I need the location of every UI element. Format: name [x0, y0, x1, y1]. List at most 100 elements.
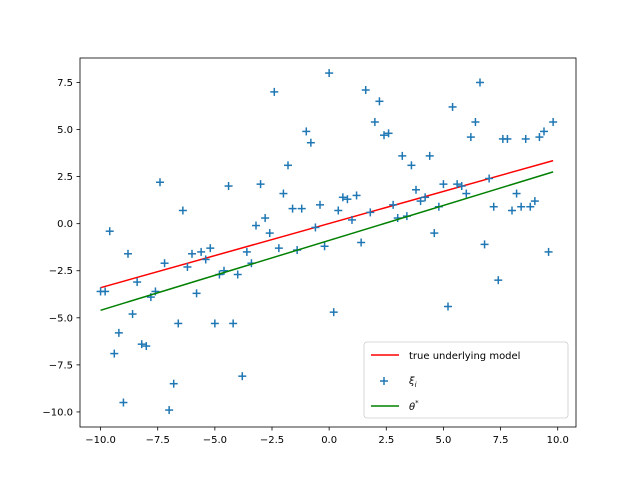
data-point: [210, 319, 219, 328]
data-point: [165, 406, 174, 415]
data-point: [489, 202, 498, 211]
data-point: [480, 240, 489, 249]
series-line-2: [100, 171, 554, 311]
data-point: [320, 242, 329, 251]
data-point: [398, 151, 407, 160]
legend-theta-label: θ*: [409, 399, 419, 413]
x-tick-label: 5.0: [435, 435, 451, 446]
data-point: [448, 102, 457, 111]
data-point: [526, 202, 535, 211]
x-tick-label: 10.0: [547, 435, 569, 446]
data-point: [201, 255, 210, 264]
legend: true underlying model ξi θ*: [363, 341, 569, 419]
data-point: [453, 180, 462, 189]
data-point: [375, 97, 384, 106]
data-point: [439, 180, 448, 189]
data-point: [334, 206, 343, 215]
data-point: [178, 206, 187, 215]
data-point: [156, 178, 164, 187]
y-axis-ticks: −10.0 −7.5 −5.0 −2.5 0.0 2.5 5.0 7.5: [42, 78, 80, 418]
data-point: [512, 189, 521, 198]
legend-theta-superscript: *: [415, 399, 419, 407]
data-point: [430, 229, 439, 238]
data-point: [105, 227, 114, 236]
x-axis-ticks: −10.0 −7.5 −5.0 −2.5 0.0 2.5 5.0 7.5 10.0: [85, 427, 569, 446]
x-tick-label: 0.0: [321, 435, 337, 446]
data-point: [366, 208, 375, 217]
y-tick-label: 7.5: [57, 78, 73, 89]
data-point: [416, 197, 425, 206]
data-point: [101, 287, 110, 296]
data-point: [306, 138, 315, 147]
data-point: [407, 161, 416, 170]
data-point: [270, 87, 279, 96]
data-point: [297, 204, 306, 213]
data-point: [242, 247, 251, 256]
data-point: [288, 204, 297, 213]
data-point: [476, 78, 484, 87]
data-point: [183, 262, 192, 271]
data-point: [256, 180, 265, 189]
data-point: [329, 308, 338, 317]
data-point: [325, 69, 334, 78]
data-point: [233, 270, 242, 279]
data-point: [174, 319, 183, 328]
data-point: [540, 127, 548, 136]
data-point: [444, 302, 452, 311]
series-line-0: [100, 159, 554, 289]
data-point: [137, 340, 146, 349]
data-point: [462, 189, 471, 198]
data-point: [384, 129, 393, 138]
data-point: [357, 238, 366, 247]
data-point: [466, 133, 475, 142]
data-point: [485, 174, 494, 183]
data-point: [370, 118, 379, 127]
data-point: [238, 372, 247, 381]
data-point: [261, 214, 270, 223]
data-point: [169, 379, 178, 388]
data-point: [160, 259, 169, 268]
data-point: [133, 278, 142, 287]
data-point: [503, 134, 512, 143]
y-tick-label: −7.5: [49, 360, 73, 371]
data-point: [361, 86, 370, 95]
data-point: [471, 118, 480, 127]
data-point: [197, 247, 206, 256]
data-point: [412, 185, 420, 194]
data-point: [338, 193, 347, 202]
data-point: [494, 276, 503, 285]
data-point: [508, 206, 516, 215]
data-point: [389, 200, 398, 209]
data-point: [535, 133, 544, 142]
y-tick-label: −10.0: [42, 407, 73, 418]
legend-theta-symbol: θ: [409, 402, 415, 413]
legend-xi-swatch: [380, 377, 388, 385]
data-point: [142, 342, 151, 351]
data-point: [316, 200, 324, 209]
data-point: [549, 118, 558, 127]
data-point: [380, 131, 388, 140]
data-point: [530, 197, 539, 206]
x-tick-label: 2.5: [378, 435, 394, 446]
data-point: [252, 221, 260, 230]
data-point: [114, 328, 123, 337]
data-point: [265, 229, 274, 238]
data-point: [343, 195, 352, 204]
data-point: [284, 161, 292, 170]
y-tick-label: −2.5: [49, 266, 73, 277]
x-tick-label: −2.5: [260, 435, 284, 446]
data-point: [124, 249, 132, 258]
data-point: [421, 193, 430, 202]
x-tick-label: 7.5: [493, 435, 509, 446]
data-point: [229, 319, 238, 328]
data-point: [206, 244, 215, 253]
data-point: [110, 349, 119, 358]
data-point: [544, 247, 553, 256]
data-point: [192, 289, 201, 298]
x-tick-label: −5.0: [203, 435, 227, 446]
y-tick-label: 2.5: [57, 172, 73, 183]
data-point: [188, 249, 196, 258]
data-point: [274, 244, 283, 253]
data-point: [224, 182, 233, 191]
y-tick-label: −5.0: [49, 313, 73, 324]
